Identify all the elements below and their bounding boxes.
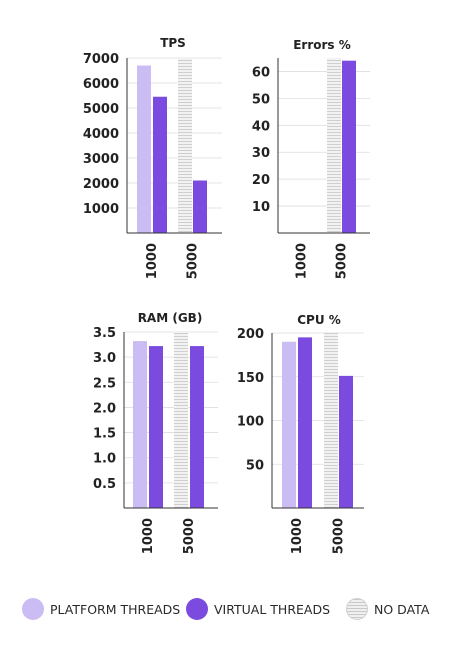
y-tick-label: 50 <box>252 92 270 107</box>
y-tick-label: 5000 <box>83 102 119 117</box>
bar-platform-threads <box>133 341 147 508</box>
no-data-bar <box>174 332 188 508</box>
legend-swatch-nodata <box>346 598 368 620</box>
legend-item-virtual: VIRTUAL THREADS <box>186 596 330 622</box>
x-tick-label: 1000 <box>290 518 305 554</box>
chart-title: CPU % <box>297 313 341 327</box>
y-tick-label: 3.5 <box>93 326 116 341</box>
y-tick-label: 2.5 <box>93 376 116 391</box>
y-tick-label: 3000 <box>83 152 119 167</box>
y-tick-label: 60 <box>252 65 270 80</box>
legend: PLATFORM THREADS VIRTUAL THREADS NO DATA <box>0 592 453 628</box>
legend-item-platform: PLATFORM THREADS <box>22 596 180 622</box>
x-tick-label: 5000 <box>335 243 350 279</box>
charts-canvas: TPS 7000 6000 5000 4000 3000 2000 1000 1000 5000 E… <box>83 36 370 554</box>
chart-title: Errors % <box>293 38 351 52</box>
legend-swatch-virtual <box>186 598 208 620</box>
bar-platform-threads <box>137 65 151 233</box>
y-tick-label: 2.0 <box>93 401 116 416</box>
chart-title: TPS <box>160 36 186 50</box>
y-tick-label: 40 <box>252 119 270 134</box>
y-tick-label: 150 <box>237 371 264 386</box>
y-tick-label: 30 <box>252 146 270 161</box>
bar-virtual-threads <box>149 346 163 508</box>
bar-virtual-threads <box>298 337 312 508</box>
x-tick-label: 1000 <box>295 243 310 279</box>
bar-virtual-threads <box>193 180 207 233</box>
x-tick-label: 1000 <box>145 243 160 279</box>
y-tick-label: 7000 <box>83 52 119 67</box>
x-tick-label: 1000 <box>141 518 156 554</box>
y-tick-label: 20 <box>252 173 270 188</box>
no-data-bar <box>327 58 341 233</box>
bar-virtual-threads <box>339 375 353 508</box>
legend-item-nodata: NO DATA <box>346 596 429 622</box>
y-tick-label: 0.5 <box>93 477 116 492</box>
x-tick-label: 5000 <box>186 243 201 279</box>
legend-label-nodata: NO DATA <box>374 601 430 617</box>
x-tick-label: 5000 <box>332 518 347 554</box>
legend-label-platform: PLATFORM THREADS <box>50 601 181 617</box>
x-tick-label: 5000 <box>182 518 197 554</box>
bar-virtual-threads <box>153 96 167 233</box>
y-tick-label: 2000 <box>83 177 119 192</box>
bar-virtual-threads <box>342 60 356 233</box>
no-data-bar <box>178 58 192 233</box>
bar-platform-threads <box>282 341 296 508</box>
y-tick-label: 6000 <box>83 77 119 92</box>
y-tick-label: 3.0 <box>93 351 116 366</box>
y-tick-label: 10 <box>252 200 270 215</box>
bar-virtual-threads <box>190 346 204 508</box>
no-data-bar <box>324 333 338 508</box>
y-tick-label: 50 <box>246 458 264 473</box>
y-tick-label: 1.5 <box>93 427 116 442</box>
y-tick-label: 200 <box>237 327 264 342</box>
chart-title: RAM (GB) <box>138 311 203 325</box>
y-tick-label: 4000 <box>83 127 119 142</box>
legend-swatch-platform <box>22 598 44 620</box>
y-tick-label: 1.0 <box>93 452 116 467</box>
legend-label-virtual: VIRTUAL THREADS <box>214 601 331 617</box>
y-tick-label: 100 <box>237 415 264 430</box>
y-tick-label: 1000 <box>83 202 119 217</box>
